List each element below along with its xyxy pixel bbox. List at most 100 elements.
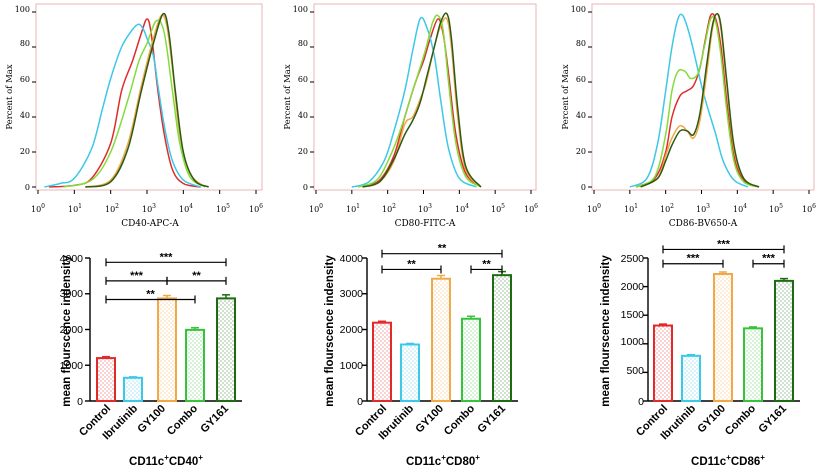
y-tick-labels: 0 20 40 60 80 100 — [293, 5, 308, 192]
histogram-panel-cd80: Percent of Max 0 20 40 60 80 100 100 101… — [283, 3, 538, 229]
y-tick-label: 40 — [20, 111, 30, 120]
bar-panel-cd40: mean flourscence indensity 0 1000 2000 3… — [60, 251, 242, 468]
x-tick-label: 102 — [105, 203, 119, 214]
x-axis-label: CD86-BV650-A — [669, 219, 738, 229]
y-tick-label: 0 — [638, 396, 644, 408]
y-tick-label: 0 — [25, 183, 30, 192]
significance-label: *** — [717, 238, 731, 250]
x-tick-label: 104 — [179, 203, 193, 214]
category-labels: Control Ibrutinib GY100 Combo GY161 — [77, 402, 231, 442]
x-tick-label: 104 — [455, 203, 469, 214]
bar-control — [372, 321, 392, 402]
y-tick-labels: 0 20 40 60 80 100 — [571, 5, 586, 192]
histogram-curve-combo — [357, 14, 482, 188]
y-tick-label: 20 — [298, 147, 308, 156]
y-axis-label: Percent of Max — [561, 64, 571, 130]
y-tick-label: 20 — [20, 147, 30, 156]
y-axis-label: mean flourscence indensity — [324, 255, 336, 407]
x-tick-label: 105 — [216, 203, 230, 214]
y-tick-label: 1000 — [60, 360, 84, 372]
y-tick-label: 3000 — [340, 288, 364, 300]
category-label: GY161 — [198, 403, 231, 436]
y-tick-label: 0 — [303, 183, 308, 192]
histogram-panel-cd40: Percent of Max 0 20 40 60 80 100 100 101… — [5, 3, 263, 229]
y-tick-label: 2500 — [621, 253, 645, 265]
y-tick-label: 100 — [15, 5, 30, 14]
histogram-curve-gy161 — [640, 13, 760, 188]
y-tick-label: 20 — [576, 147, 586, 156]
x-tick-label: 100 — [31, 203, 45, 214]
bar-gy100 — [157, 297, 177, 402]
histogram-curve-gy161 — [362, 12, 482, 188]
y-tick-label: 1000 — [340, 360, 364, 372]
x-axis-label: CD40-APC-A — [121, 219, 179, 229]
significance-label: *** — [687, 253, 701, 265]
significance-label: ** — [438, 243, 447, 255]
category-label: GY100 — [413, 403, 446, 436]
x-tick-labels: 100 101 102 103 104 105 106 — [31, 203, 263, 214]
category-label: GY161 — [756, 403, 789, 436]
y-tick-label: 0 — [581, 183, 586, 192]
bar-marks: ****** **** — [85, 251, 242, 403]
category-labels: Control Ibrutinib GY100 Combo GY161 — [634, 402, 789, 442]
histogram-curve-ibrutinib — [629, 13, 749, 188]
y-tick-label: 80 — [576, 39, 586, 48]
category-label: Combo — [442, 402, 477, 437]
y-tick-labels: 0 1000 2000 3000 4000 — [60, 253, 84, 408]
y-tick-labels: 0 1000 2000 3000 4000 — [340, 253, 364, 408]
histogram-curve-combo — [63, 19, 206, 188]
y-tick-label: 3000 — [60, 288, 84, 300]
significance-label: ** — [407, 258, 416, 270]
histogram-curve-control — [48, 18, 201, 188]
bar-combo — [185, 328, 205, 403]
y-tick-label: 0 — [357, 396, 363, 408]
category-label: GY100 — [135, 403, 168, 436]
histogram-curve-control — [362, 18, 482, 188]
y-tick-labels: 0 500 1000 1500 2000 2500 — [621, 253, 645, 408]
x-tick-label: 106 — [802, 203, 816, 214]
x-tick-label: 101 — [68, 203, 82, 214]
y-tick-label: 60 — [20, 75, 30, 84]
bar-panel-cd80: mean flourscence indensity 0 1000 2000 3… — [324, 243, 518, 468]
category-label: GY161 — [475, 403, 508, 436]
significance-label: ** — [146, 288, 155, 300]
y-tick-label: 1000 — [621, 336, 645, 348]
y-tick-label: 40 — [298, 111, 308, 120]
chart-title: CD11c+CD86+ — [691, 453, 765, 468]
y-tick-label: 60 — [576, 75, 586, 84]
histogram-curves — [310, 11, 532, 194]
y-tick-label: 1500 — [621, 309, 645, 321]
y-axis-label: mean flourscence indensity — [61, 255, 73, 407]
x-tick-label: 101 — [346, 203, 360, 214]
x-tick-label: 105 — [491, 203, 505, 214]
x-tick-labels: 100 101 102 103 104 105 106 — [309, 203, 538, 214]
histogram-curve-ibrutinib — [44, 23, 201, 188]
y-tick-labels: 0 20 40 60 80 100 — [15, 5, 30, 192]
significance-label: *** — [130, 270, 144, 282]
histogram-curve-gy161 — [85, 12, 210, 188]
category-labels: Control Ibrutinib GY100 Combo GY161 — [353, 402, 508, 442]
y-tick-label: 80 — [20, 39, 30, 48]
bar-gy161 — [216, 297, 236, 402]
bar-combo — [461, 317, 481, 402]
y-axis-label: mean flourscence indensity — [600, 255, 612, 407]
bar-gy100 — [713, 273, 733, 402]
y-tick-label: 80 — [298, 39, 308, 48]
y-tick-label: 2000 — [621, 281, 645, 293]
bar-gy161 — [492, 274, 512, 402]
y-tick-label: 100 — [293, 5, 308, 14]
bar-ibrutinib — [123, 376, 143, 403]
x-tick-labels: 100 101 102 103 104 105 106 — [587, 203, 816, 214]
x-tick-label: 100 — [309, 203, 323, 214]
x-tick-label: 103 — [418, 203, 432, 214]
bar-ibrutinib — [681, 354, 701, 403]
y-axis-label: Percent of Max — [5, 64, 15, 130]
x-tick-label: 101 — [624, 203, 638, 214]
bar-combo — [743, 327, 763, 402]
x-tick-label: 102 — [382, 203, 396, 214]
bar-gy161 — [774, 279, 794, 403]
histogram-curves — [588, 11, 810, 194]
x-tick-label: 100 — [587, 203, 601, 214]
y-tick-label: 4000 — [340, 253, 364, 265]
significance-label: ** — [192, 270, 201, 282]
